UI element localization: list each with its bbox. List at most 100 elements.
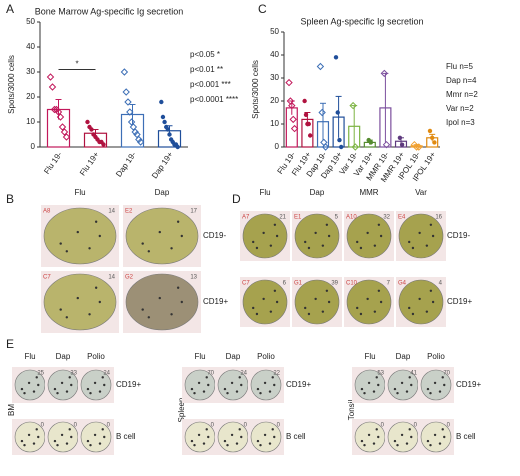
x-tick-label: Dap 19- [114,150,138,179]
point [316,62,325,71]
spot [141,308,144,311]
point [60,128,69,136]
spot [269,244,273,247]
y-tick-label: 30 [270,73,279,82]
panel-label: C [258,2,267,16]
spot [405,390,409,393]
spot [207,383,210,387]
spot [37,435,40,439]
spot [433,433,437,437]
spot [53,387,57,391]
point [399,142,405,147]
well-id: E2 [125,209,133,215]
spot [101,376,104,379]
well-id: G2 [125,275,134,281]
spot [393,387,397,391]
panel-label: E [6,337,14,351]
spot [263,381,267,385]
spot [304,240,307,244]
y-tick-label: 40 [26,42,35,51]
spot [37,383,40,387]
well-id: C7 [242,281,250,287]
spot [230,381,234,385]
spot [304,306,307,310]
point [56,113,65,121]
spot [76,296,79,300]
well-count: 0 [381,423,385,429]
spot [23,443,26,447]
spot [32,442,36,445]
spot [147,316,151,319]
point [85,119,90,125]
y-tick-label: 50 [270,27,279,36]
point [133,130,141,139]
spot [65,442,69,445]
spot [65,250,69,253]
well-count: 0 [211,423,215,429]
spot [240,435,243,439]
spot [190,439,194,443]
y-tick-label: 10 [26,117,35,126]
spot [68,428,71,431]
row-label: CD19+ [203,297,228,306]
spot [70,383,73,387]
spot [86,439,90,443]
point [58,123,67,131]
well-id: A10 [346,215,357,221]
spot [56,391,59,395]
well-id: C7 [43,275,51,281]
spot [314,231,317,235]
point [101,142,106,147]
spot [158,296,161,300]
y-axis-label: Spots/3000 cells [251,60,260,119]
well-count: 70 [207,371,214,377]
well-count: 17 [190,209,197,215]
y-tick-label: 0 [31,142,36,151]
point [412,143,421,151]
spot [408,240,411,244]
spot [377,223,381,226]
spot [425,310,429,313]
well-count: 14 [108,209,115,215]
column-header: Flu [74,188,85,197]
spot [377,435,380,439]
spot [321,310,325,313]
spot [275,300,279,304]
annotation: Mmr n=2 [446,90,478,99]
well-count: 0 [41,423,45,429]
spot [205,428,208,431]
well-count: 0 [107,423,111,429]
spot [238,376,241,379]
spot [269,310,273,313]
column-header: MMR [359,188,378,197]
spot [262,231,265,235]
point [62,133,71,141]
y-tick-label: 20 [26,92,35,101]
spot [379,234,383,238]
well-count: 5 [335,215,339,221]
point [427,128,433,134]
significance-label: * [75,60,78,69]
spot [438,390,442,393]
spot [60,433,64,437]
spot [35,376,38,379]
well-count: 22 [273,371,280,377]
point [307,133,313,138]
well-count: 32 [383,215,390,221]
well [398,279,444,325]
spot [438,442,442,445]
row-label: CD19+ [286,380,311,389]
spot [431,234,435,238]
point [335,110,340,115]
spot [223,439,227,443]
spot [360,387,364,391]
spot [441,428,444,431]
spot [375,428,378,431]
spot [408,428,411,431]
spot [366,297,369,301]
point [124,98,132,106]
spot [60,381,64,385]
spot [20,387,24,391]
spot [356,240,359,244]
